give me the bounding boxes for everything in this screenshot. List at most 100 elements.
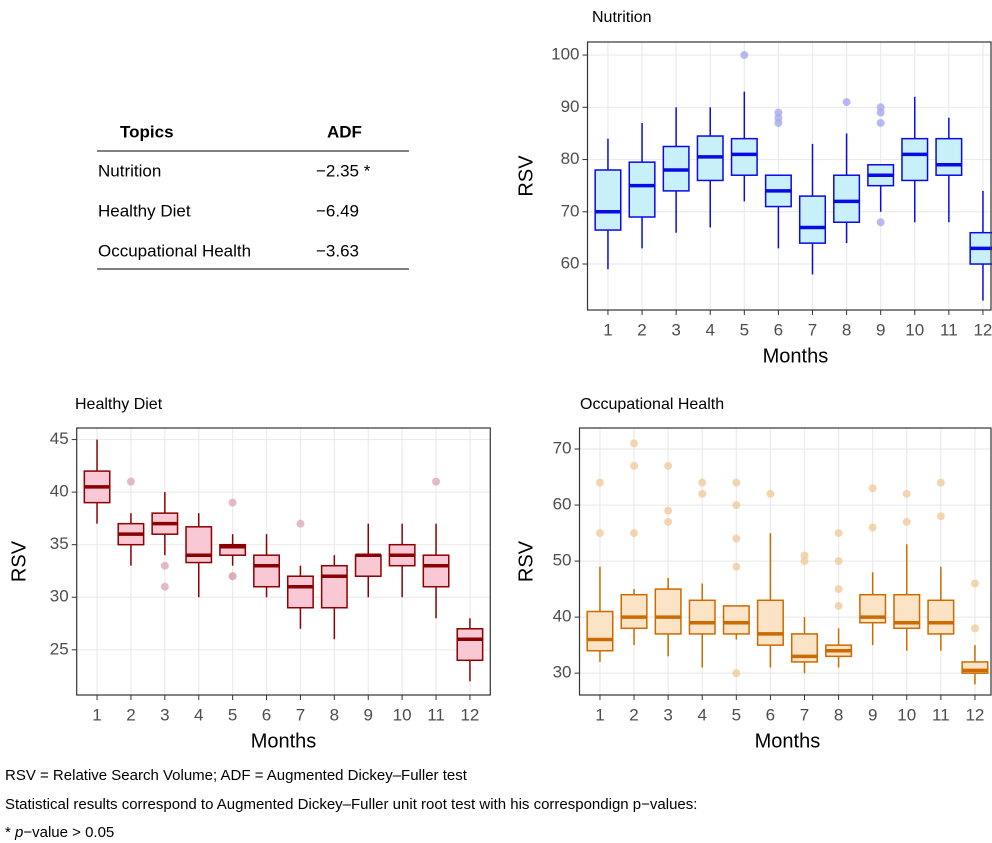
x-tick-label: 10 — [393, 705, 412, 724]
x-tick-label: 11 — [427, 705, 445, 724]
outlier — [834, 585, 843, 594]
table-header: Topics — [120, 122, 174, 141]
x-tick-label: 12 — [965, 705, 984, 724]
box — [253, 554, 281, 588]
box — [286, 575, 314, 609]
y-tick-label: 35 — [50, 534, 69, 553]
table-header: ADF — [327, 122, 362, 141]
box — [594, 169, 622, 231]
y-tick-label: 30 — [50, 587, 69, 606]
outlier — [126, 477, 135, 486]
box — [798, 195, 827, 244]
outlier — [842, 98, 851, 107]
x-tick-label: 12 — [973, 320, 992, 339]
table-cell: −2.35 * — [316, 161, 371, 180]
box — [219, 543, 247, 556]
outlier — [630, 439, 639, 448]
box — [756, 599, 784, 646]
x-tick-label: 5 — [740, 320, 749, 339]
outlier — [834, 529, 843, 538]
box — [833, 174, 861, 223]
panel-border — [586, 41, 992, 311]
table-cell: Healthy Diet — [98, 201, 191, 220]
outlier — [868, 523, 877, 532]
table-cell: −3.63 — [316, 241, 359, 260]
box — [456, 628, 484, 662]
outlier — [876, 118, 885, 127]
chart-title: Nutrition — [592, 9, 652, 26]
x-axis-title: Months — [763, 345, 829, 367]
outlier — [732, 478, 741, 487]
x-tick-label: 6 — [262, 705, 271, 724]
outlier — [296, 519, 305, 528]
outlier — [740, 51, 749, 60]
x-tick-label: 11 — [932, 705, 950, 724]
chart-title: Occupational Health — [580, 396, 724, 413]
x-tick-label: 8 — [834, 705, 843, 724]
x-axis-title: Months — [755, 730, 821, 752]
footnote-part: p — [14, 824, 23, 841]
y-tick-label: 30 — [553, 663, 572, 682]
x-tick-label: 4 — [697, 705, 706, 724]
x-tick-label: 2 — [629, 705, 638, 724]
outlier — [732, 534, 741, 543]
box — [927, 599, 955, 635]
panel-border — [76, 427, 491, 696]
x-tick-label: 6 — [774, 320, 783, 339]
chart-title: Healthy Diet — [75, 396, 163, 413]
x-tick-label: 5 — [732, 705, 741, 724]
box — [654, 588, 682, 635]
table-cell: Nutrition — [98, 161, 161, 180]
y-tick-label: 25 — [50, 639, 69, 658]
outlier — [732, 669, 741, 678]
outlier — [160, 561, 169, 570]
outlier — [698, 489, 707, 498]
y-tick-label: 70 — [561, 201, 580, 220]
y-tick-label: 50 — [553, 551, 572, 570]
x-tick-label: 7 — [296, 705, 305, 724]
outlier — [970, 624, 979, 633]
box — [688, 599, 716, 635]
x-tick-label: 2 — [126, 705, 135, 724]
outlier — [936, 478, 945, 487]
y-tick-label: 70 — [553, 438, 572, 457]
x-axis-title: Months — [251, 730, 317, 752]
footnote-part: * — [5, 824, 15, 841]
outlier — [160, 582, 169, 591]
outlier — [902, 489, 911, 498]
outlier — [800, 551, 809, 560]
box — [628, 161, 656, 218]
y-tick-label: 40 — [553, 607, 572, 626]
box — [722, 605, 750, 635]
x-tick-label: 1 — [92, 705, 101, 724]
x-tick-label: 9 — [876, 320, 885, 339]
x-tick-label: 12 — [460, 705, 479, 724]
x-tick-label: 8 — [330, 705, 339, 724]
x-tick-label: 7 — [808, 320, 817, 339]
outlier — [664, 517, 673, 526]
y-tick-label: 60 — [553, 495, 572, 514]
outlier — [595, 478, 604, 487]
outlier — [766, 489, 775, 498]
box — [901, 137, 929, 182]
x-tick-label: 7 — [800, 705, 809, 724]
outlier — [902, 517, 911, 526]
y-tick-label: 80 — [561, 149, 580, 168]
x-tick-label: 4 — [705, 320, 714, 339]
x-tick-label: 1 — [595, 705, 604, 724]
outlier — [834, 557, 843, 566]
note: RSV = Relative Search Volume; ADF = Augm… — [5, 767, 468, 784]
x-tick-label: 10 — [905, 320, 924, 339]
outlier — [970, 579, 979, 588]
y-axis-title: RSV — [515, 540, 537, 582]
panel-border — [578, 427, 992, 696]
outlier — [732, 562, 741, 571]
y-axis-title: RSV — [515, 155, 537, 197]
outlier — [630, 529, 639, 538]
outlier — [228, 572, 237, 581]
outlier — [732, 501, 741, 510]
footnote-part: −value > 0.05 — [23, 824, 114, 841]
box — [730, 137, 758, 176]
table-cell: −6.49 — [316, 201, 359, 220]
